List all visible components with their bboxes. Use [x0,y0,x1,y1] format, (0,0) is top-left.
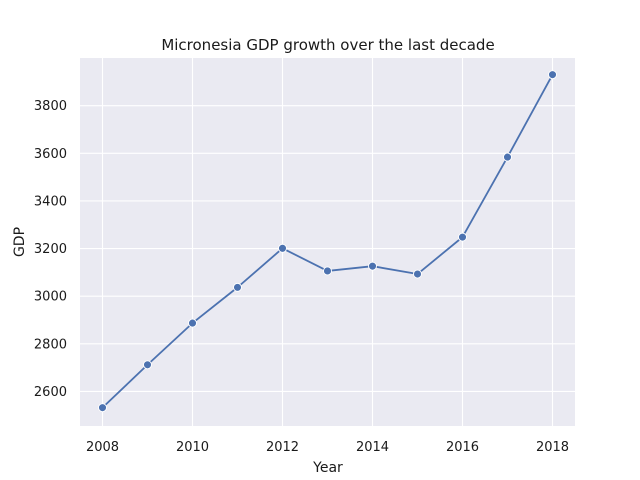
y-tick-label: 3600 [34,147,67,162]
x-tick-label: 2016 [446,440,479,455]
data-point [368,261,377,271]
y-tick-label: 3200 [34,242,67,257]
x-tick-label: 2014 [356,440,389,455]
data-point [323,266,332,276]
y-tick-label: 3400 [34,194,67,209]
y-tick-label: 2600 [34,385,67,400]
y-tick-label: 3000 [34,290,67,305]
series-group [98,70,557,413]
data-point [548,70,557,80]
data-point [233,282,242,292]
data-point [503,152,512,162]
x-tick-label: 2018 [536,440,569,455]
chart-title: Micronesia GDP growth over the last deca… [161,36,494,54]
grid-lines [80,58,575,426]
data-point [413,269,422,279]
y-axis-ticks: 2600 2800 3000 3200 3400 3600 3800 [34,99,67,400]
data-point [458,232,467,242]
data-point [143,360,152,370]
plot-area [80,58,575,426]
y-axis-label: GDP [12,227,28,257]
y-tick-label: 3800 [34,99,67,114]
data-point [188,318,197,328]
x-axis-ticks: 2008 2010 2012 2014 2016 2018 [86,440,569,455]
x-tick-label: 2008 [86,440,119,455]
x-tick-label: 2012 [266,440,299,455]
data-point [98,403,107,413]
data-point [278,243,287,253]
x-tick-label: 2010 [176,440,209,455]
y-tick-label: 2800 [34,337,67,352]
x-axis-label: Year [312,460,343,476]
